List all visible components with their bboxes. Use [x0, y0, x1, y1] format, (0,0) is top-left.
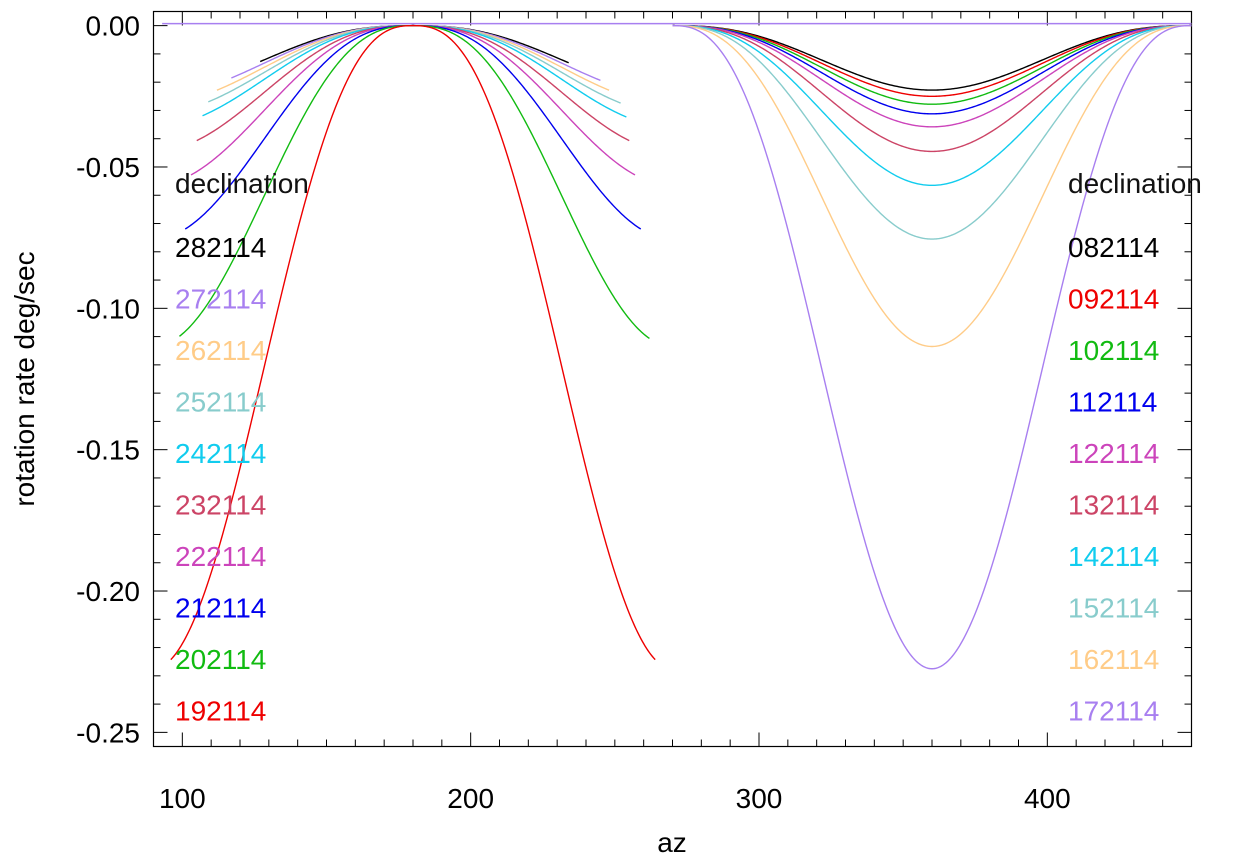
y-tick-label: -0.25	[76, 717, 140, 748]
y-axis-label: rotation rate deg/sec	[9, 251, 40, 506]
y-tick-label: -0.10	[76, 293, 140, 324]
legend-entry-142114: 142114	[1068, 541, 1159, 572]
legend-entry-262114: 262114	[175, 335, 266, 366]
legend-entry-092114: 092114	[1068, 284, 1159, 315]
x-tick-label: 200	[447, 783, 494, 814]
legend-entry-222114: 222114	[175, 541, 266, 572]
legend-entry-232114: 232114	[175, 490, 266, 521]
series-line-232114	[196, 24, 630, 142]
legend-title-left: declination	[175, 168, 309, 199]
x-tick-label: 100	[159, 783, 206, 814]
series-line-132114	[672, 24, 1192, 153]
series-line-222114	[190, 24, 636, 176]
series-line-142114	[672, 24, 1192, 187]
legend-entry-152114: 152114	[1068, 593, 1159, 624]
legend-entry-162114: 162114	[1068, 644, 1159, 675]
legend-title-right: declination	[1068, 168, 1202, 199]
legend-layer: declination 282114 272114 262114 252114 24211…	[175, 168, 1202, 727]
x-tick-label: 400	[1024, 783, 1071, 814]
legend-entry-252114: 252114	[175, 387, 266, 418]
legend-entry-282114: 282114	[175, 232, 266, 263]
legend-entry-192114: 192114	[175, 696, 266, 727]
series-line-122114	[672, 24, 1192, 128]
series-line-082114	[672, 24, 1192, 91]
legend-entry-212114: 212114	[175, 593, 266, 624]
legend-entry-082114: 082114	[1068, 232, 1159, 263]
series-line-092114	[672, 24, 1192, 98]
legend-entry-132114: 132114	[1068, 490, 1159, 521]
x-tick-label: 300	[736, 783, 783, 814]
series-line-162114	[672, 24, 1192, 348]
legend-entry-202114: 202114	[175, 644, 266, 675]
legend-entry-242114: 242114	[175, 438, 266, 469]
y-tick-label: -0.15	[76, 435, 140, 466]
legend-entry-112114: 112114	[1068, 387, 1157, 418]
series-line-152114	[672, 24, 1192, 240]
y-tick-label: 0.00	[86, 11, 141, 42]
series-line-102114	[672, 24, 1192, 105]
legend-entry-172114: 172114	[1068, 696, 1159, 727]
y-tick-label: -0.05	[76, 152, 140, 183]
x-axis-label: az	[657, 827, 687, 858]
series-line-112114	[672, 24, 1192, 115]
legend-entry-122114: 122114	[1068, 438, 1159, 469]
legend-entry-272114: 272114	[175, 284, 266, 315]
axis-ticks	[153, 11, 1192, 747]
tick-labels: 100 200 300 400 0.00 -0.05 -0.10 -0.15 -0.20 -0.2…	[76, 11, 1071, 814]
legend-entry-102114: 102114	[1068, 335, 1159, 366]
series-line-172114	[672, 24, 1192, 670]
plot-frame	[152, 10, 1193, 748]
y-tick-label: -0.20	[76, 576, 140, 607]
series-line-192114	[170, 24, 656, 661]
series-layer	[162, 22, 1192, 670]
